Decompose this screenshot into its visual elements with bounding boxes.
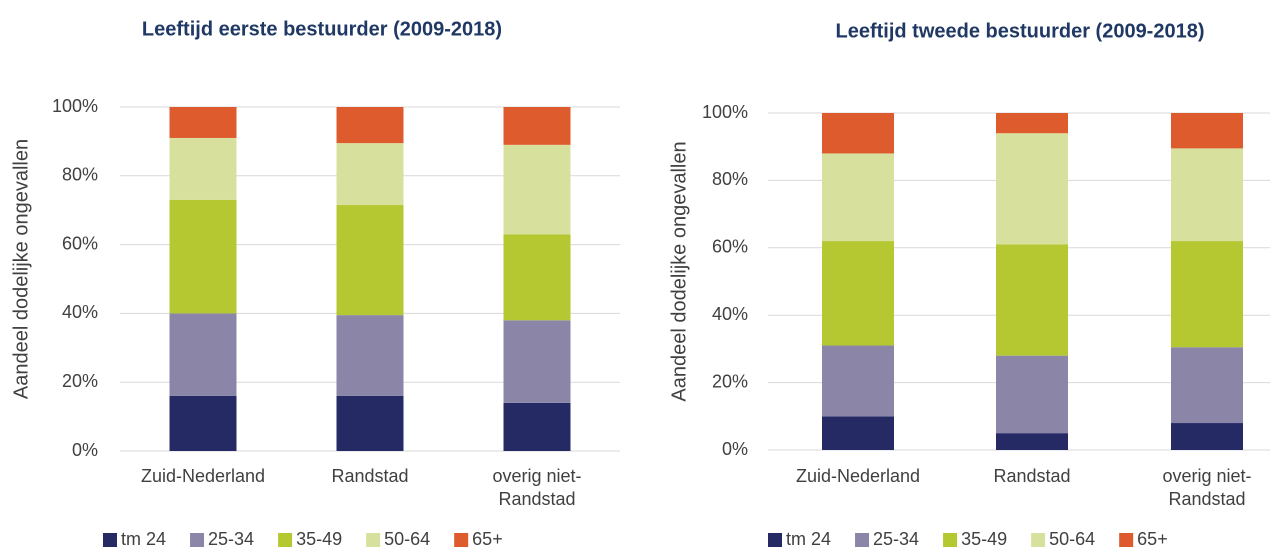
legend-swatch <box>1119 533 1134 547</box>
y-axis-label: Aandeel dodelijke ongevallen <box>668 141 690 401</box>
y-tick-label: 80% <box>62 165 98 185</box>
bar-segment <box>822 241 894 346</box>
x-tick-label-box: overig niet-Randstad <box>1162 466 1252 509</box>
bar-segment <box>336 143 404 206</box>
bar-segment <box>503 107 571 145</box>
legend-label: 35-49 <box>296 529 342 549</box>
x-tick-label-box: Randstad <box>331 466 409 486</box>
x-tick-label-box: overig niet-Randstad <box>492 466 582 509</box>
bar-segment <box>169 107 237 138</box>
x-tick-label: Zuid-Nederland <box>795 466 921 486</box>
y-tick-label: 100% <box>702 102 748 122</box>
legend-swatch <box>855 533 870 547</box>
bar-segment <box>822 153 894 242</box>
x-tick-label: overig niet-Randstad <box>1162 466 1252 509</box>
x-tick-label: Randstad <box>331 466 409 486</box>
y-tick-label: 60% <box>62 233 98 253</box>
legend-swatch <box>190 533 205 547</box>
y-tick-label: 100% <box>52 96 98 116</box>
bar-segment <box>1171 113 1243 149</box>
bar-segment <box>169 395 237 451</box>
bar-segment <box>1171 148 1243 242</box>
x-tick-label-box: Randstad <box>993 466 1071 486</box>
y-tick-label: 20% <box>712 371 748 391</box>
legend-swatch <box>1031 533 1046 547</box>
bar-segment <box>169 199 237 314</box>
bar-segment <box>822 416 894 450</box>
y-tick-label: 40% <box>62 302 98 322</box>
legend-label: 25-34 <box>208 529 254 549</box>
legend-label: 50-64 <box>1049 529 1095 549</box>
x-tick-label: Randstad <box>993 466 1071 486</box>
x-tick-label: overig niet-Randstad <box>492 466 582 509</box>
bar-segment <box>169 137 237 200</box>
chart-title: Leeftijd tweede bestuurder (2009-2018) <box>835 20 1204 42</box>
bar-segment <box>996 244 1068 356</box>
bar-segment <box>336 107 404 144</box>
legend-label: 65+ <box>1137 529 1168 549</box>
bar-segment <box>996 433 1068 450</box>
y-tick-label: 0% <box>722 439 748 459</box>
y-tick-label: 20% <box>62 371 98 391</box>
legend-label: 25-34 <box>873 529 919 549</box>
bar-segment <box>822 113 894 154</box>
legend-swatch <box>943 533 958 547</box>
bar-segment <box>503 234 571 321</box>
bar-segment <box>822 345 894 417</box>
bar-segment <box>996 133 1068 245</box>
y-axis-label: Aandeel dodelijke ongevallen <box>10 139 32 399</box>
legend-swatch <box>103 533 117 547</box>
x-tick-label-box: Zuid-Nederland <box>795 466 921 486</box>
legend-swatch <box>278 533 293 547</box>
legend-label: tm 24 <box>121 529 166 549</box>
bar-segment <box>169 313 237 396</box>
legend-label: 35-49 <box>961 529 1007 549</box>
bar-segment <box>1171 241 1243 348</box>
bar-segment <box>336 205 404 316</box>
bar-segment <box>336 315 404 396</box>
legend-label: 65+ <box>472 529 503 549</box>
y-tick-label: 80% <box>712 169 748 189</box>
bar-segment <box>1171 423 1243 450</box>
legend-swatch <box>454 533 469 547</box>
bar-segment <box>503 320 571 403</box>
legend-label: 50-64 <box>384 529 430 549</box>
legend-label: tm 24 <box>786 529 831 549</box>
y-tick-label: 0% <box>72 440 98 460</box>
bar-segment <box>996 355 1068 434</box>
bar-segment <box>1171 347 1243 424</box>
legend-swatch <box>366 533 381 547</box>
x-tick-label: Zuid-Nederland <box>140 466 266 486</box>
chart-title: Leeftijd eerste bestuurder (2009-2018) <box>142 18 502 40</box>
bar-segment <box>503 402 571 451</box>
legend-swatch <box>768 533 782 547</box>
bar-segment <box>503 144 571 235</box>
x-tick-label-box: Zuid-Nederland <box>140 466 266 486</box>
bar-segment <box>336 395 404 451</box>
bar-segment <box>996 113 1068 134</box>
y-tick-label: 40% <box>712 304 748 324</box>
y-tick-label: 60% <box>712 237 748 257</box>
